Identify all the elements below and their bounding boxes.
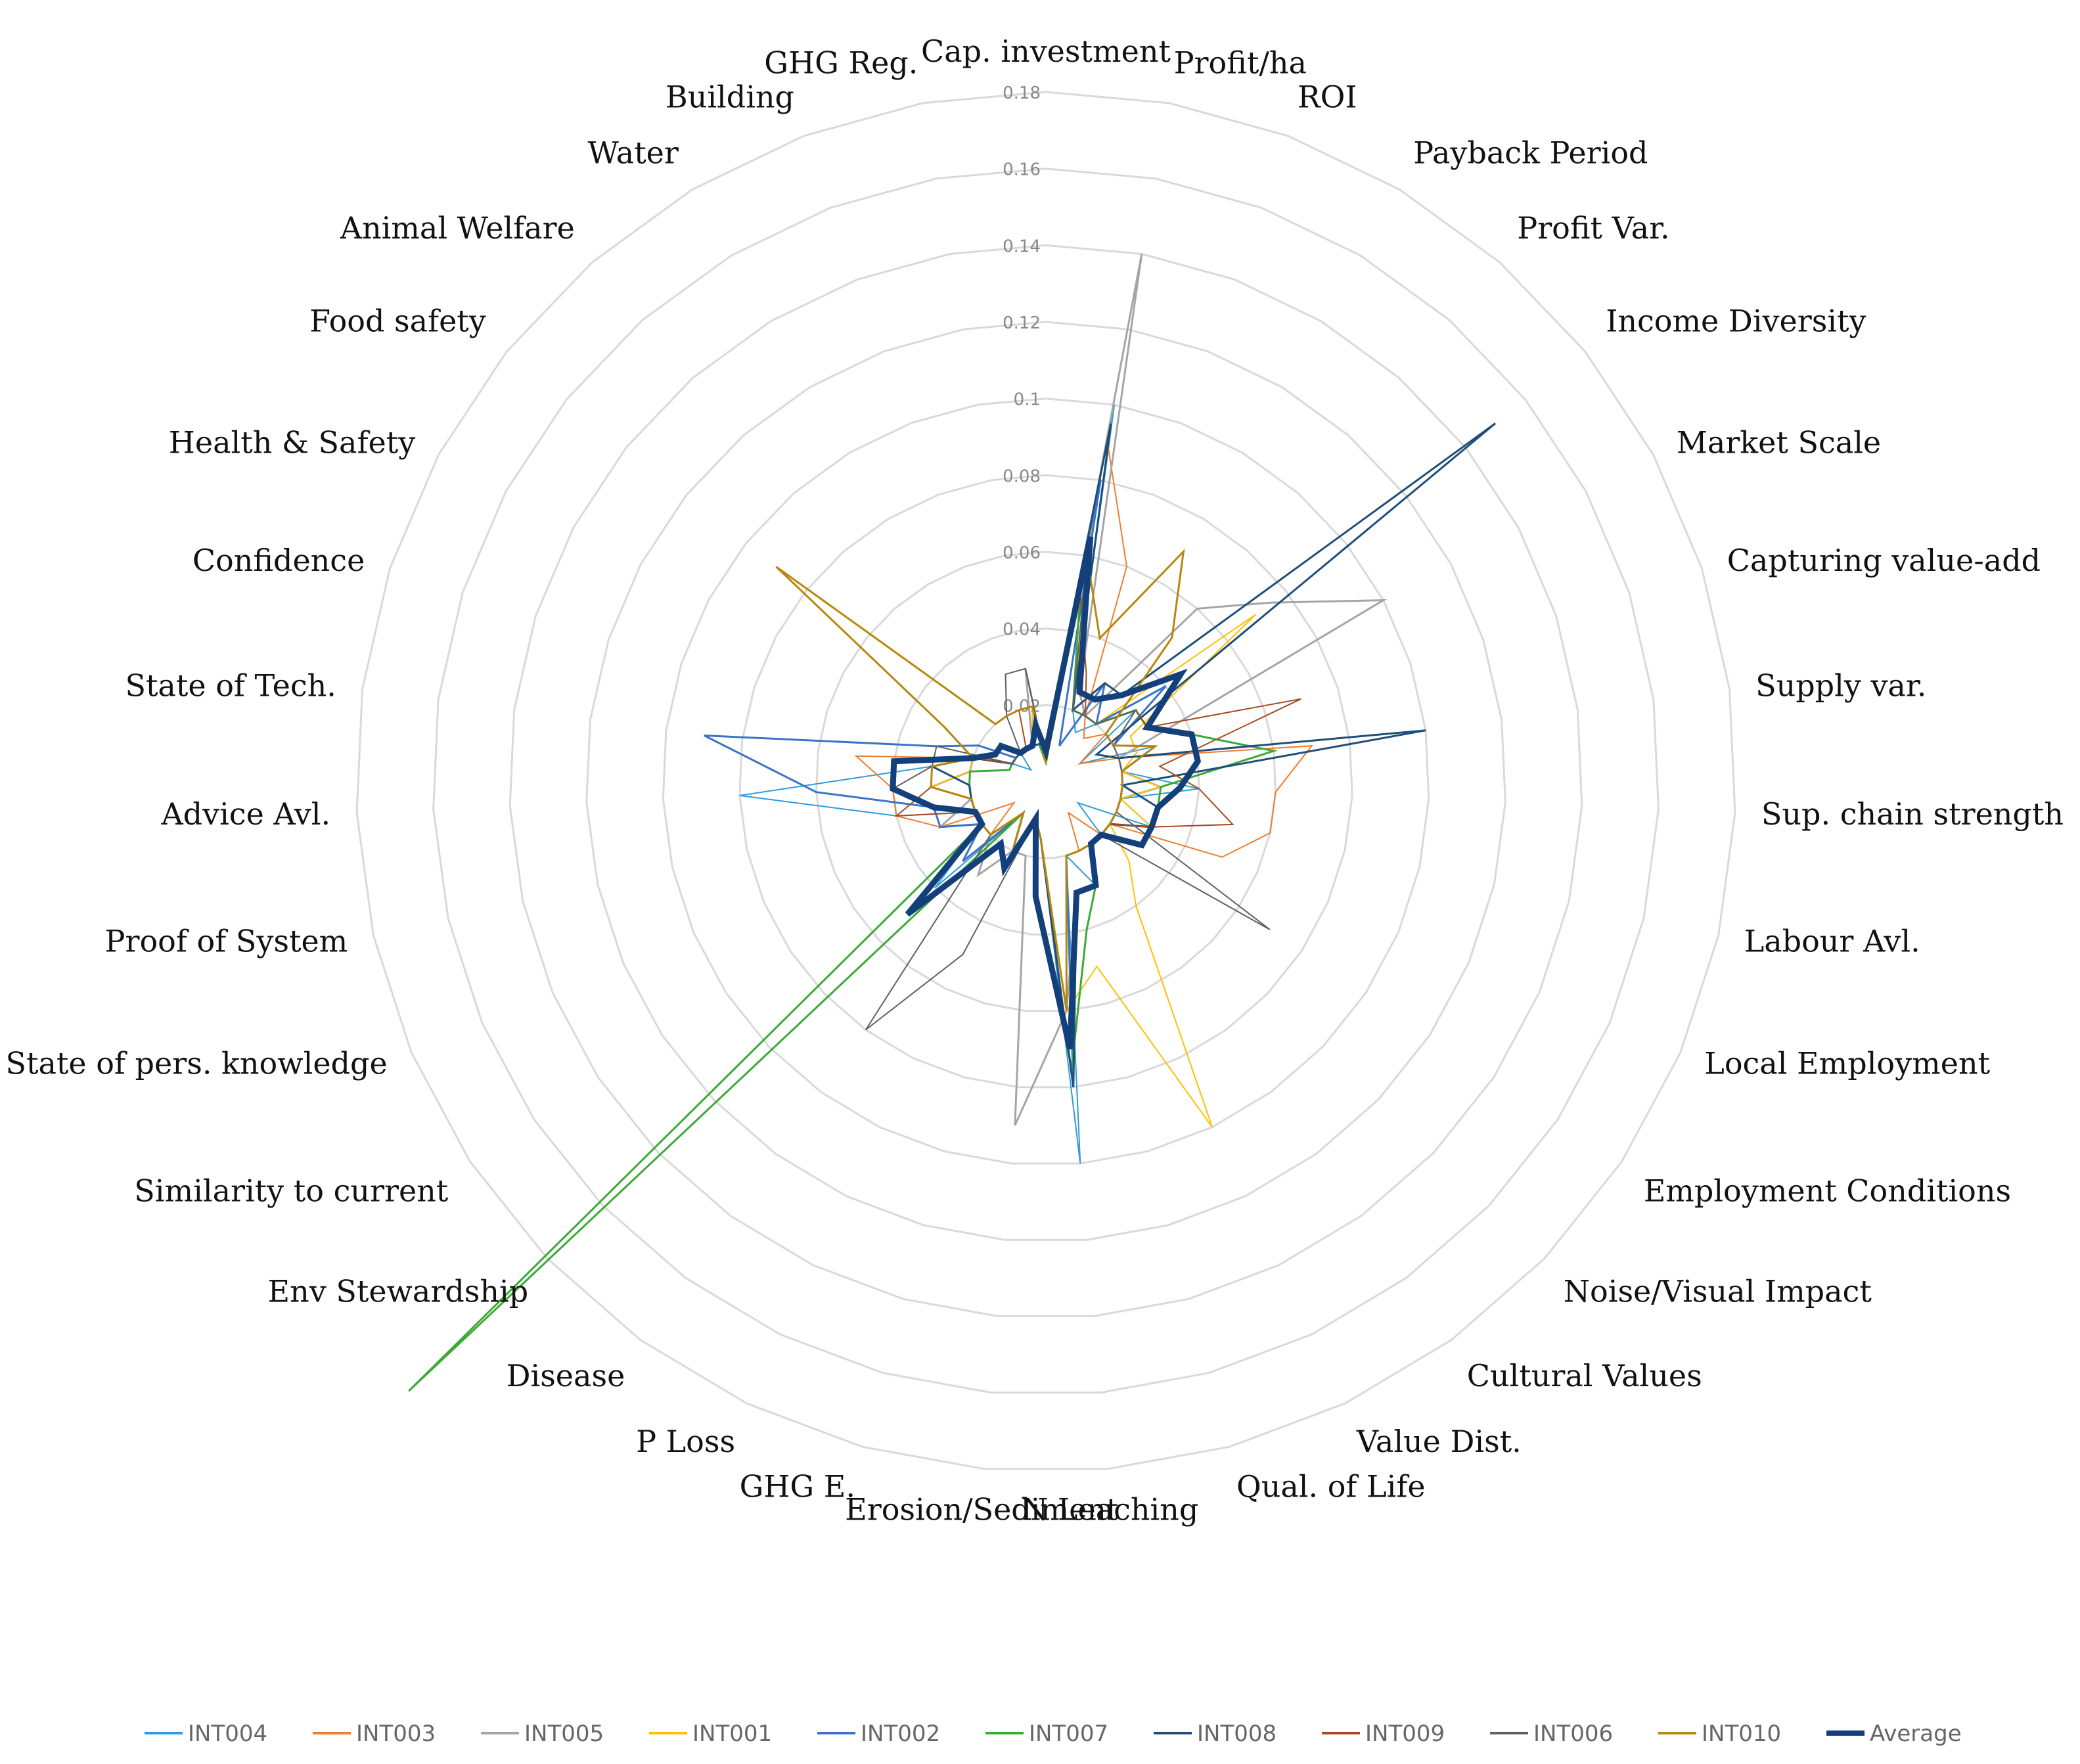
category-label-31: Animal Welfare bbox=[340, 210, 575, 246]
grid-ring-5 bbox=[585, 321, 1506, 1241]
category-label-29: Health & Safety bbox=[169, 425, 415, 461]
category-label-32: Water bbox=[587, 135, 678, 170]
series-average bbox=[890, 535, 1202, 1050]
legend-label-int007: INT007 bbox=[1029, 1721, 1108, 1747]
legend-label-int004: INT004 bbox=[188, 1721, 267, 1747]
grid-ring-3 bbox=[738, 474, 1353, 1089]
category-label-30: Food safety bbox=[309, 303, 486, 338]
category-label-23: Similarity to current bbox=[134, 1173, 449, 1209]
category-label-3: Payback Period bbox=[1413, 135, 1648, 170]
category-label-34: GHG Reg. bbox=[764, 45, 918, 81]
legend: INT004 INT003 INT005 INT001 INT002 INT007 INT0… bbox=[145, 1721, 1962, 1747]
category-label-1: Profit/ha bbox=[1174, 45, 1307, 81]
tick-label-3: 0.08 bbox=[1003, 466, 1041, 486]
category-label-19: GHG E. bbox=[740, 1469, 855, 1504]
legend-label-int006: INT006 bbox=[1533, 1721, 1613, 1747]
category-label-5: Income Diversity bbox=[1606, 303, 1866, 338]
category-label-16: Qual. of Life bbox=[1236, 1469, 1426, 1504]
legend-label-int009: INT009 bbox=[1365, 1721, 1445, 1747]
legend-label-int003: INT003 bbox=[356, 1721, 436, 1747]
grid-ring-4 bbox=[662, 397, 1430, 1165]
radial-tick-labels: 0.020.040.060.080.10.120.140.160.18 bbox=[1003, 83, 1041, 716]
legend-label-int010: INT010 bbox=[1702, 1721, 1781, 1747]
radar-grid bbox=[355, 91, 1736, 1470]
category-label-11: Local Employment bbox=[1704, 1045, 1990, 1081]
category-label-24: State of pers. knowledge bbox=[5, 1045, 387, 1081]
tick-label-2: 0.06 bbox=[1003, 543, 1041, 563]
legend-label-average: Average bbox=[1870, 1721, 1962, 1747]
tick-label-7: 0.16 bbox=[1003, 160, 1041, 180]
series-int005 bbox=[928, 254, 1388, 1126]
category-label-0: Cap. investment bbox=[921, 34, 1171, 69]
category-label-22: Env Stewardship bbox=[268, 1273, 529, 1309]
category-label-2: ROI bbox=[1298, 79, 1357, 115]
category-label-21: Disease bbox=[507, 1358, 625, 1393]
category-label-9: Sup. chain strength bbox=[1761, 796, 2064, 832]
category-label-7: Capturing value-add bbox=[1727, 543, 2041, 578]
series-int009 bbox=[894, 593, 1301, 1011]
legend-label-int001: INT001 bbox=[692, 1721, 772, 1747]
category-label-8: Supply var. bbox=[1755, 668, 1926, 704]
tick-label-5: 0.12 bbox=[1003, 313, 1041, 333]
category-label-26: Advice Avl. bbox=[160, 796, 330, 832]
category-label-13: Noise/Visual Impact bbox=[1564, 1273, 1872, 1309]
grid-ring-2 bbox=[815, 551, 1277, 1012]
category-label-25: Proof of System bbox=[105, 924, 348, 959]
category-label-18: Erosion/Sediment bbox=[845, 1492, 1119, 1527]
series-int007 bbox=[408, 593, 1278, 1392]
category-label-12: Employment Conditions bbox=[1644, 1173, 2011, 1209]
series-lines bbox=[408, 254, 1497, 1392]
category-label-17: N Leaching bbox=[1022, 1492, 1198, 1527]
category-label-27: State of Tech. bbox=[125, 668, 336, 704]
legend-label-int002: INT002 bbox=[861, 1721, 940, 1747]
series-int010 bbox=[775, 549, 1185, 1011]
category-label-14: Cultural Values bbox=[1467, 1358, 1702, 1393]
series-int006 bbox=[865, 555, 1271, 1031]
category-label-4: Profit Var. bbox=[1517, 210, 1669, 246]
category-label-15: Value Dist. bbox=[1356, 1424, 1522, 1459]
category-label-20: P Loss bbox=[636, 1424, 735, 1459]
category-label-10: Labour Avl. bbox=[1744, 924, 1920, 959]
series-int008 bbox=[929, 422, 1497, 1087]
category-label-6: Market Scale bbox=[1677, 425, 1881, 461]
category-label-33: Building bbox=[666, 79, 794, 115]
tick-label-4: 0.1 bbox=[1014, 390, 1041, 410]
legend-label-int005: INT005 bbox=[524, 1721, 604, 1747]
legend-label-int008: INT008 bbox=[1197, 1721, 1277, 1747]
category-label-28: Confidence bbox=[192, 543, 365, 578]
grid-ring-7 bbox=[432, 168, 1660, 1394]
tick-label-8: 0.18 bbox=[1003, 83, 1041, 103]
tick-label-1: 0.04 bbox=[1003, 620, 1041, 640]
tick-label-6: 0.14 bbox=[1003, 237, 1041, 256]
grid-ring-8 bbox=[355, 91, 1736, 1470]
grid-ring-6 bbox=[509, 244, 1583, 1317]
